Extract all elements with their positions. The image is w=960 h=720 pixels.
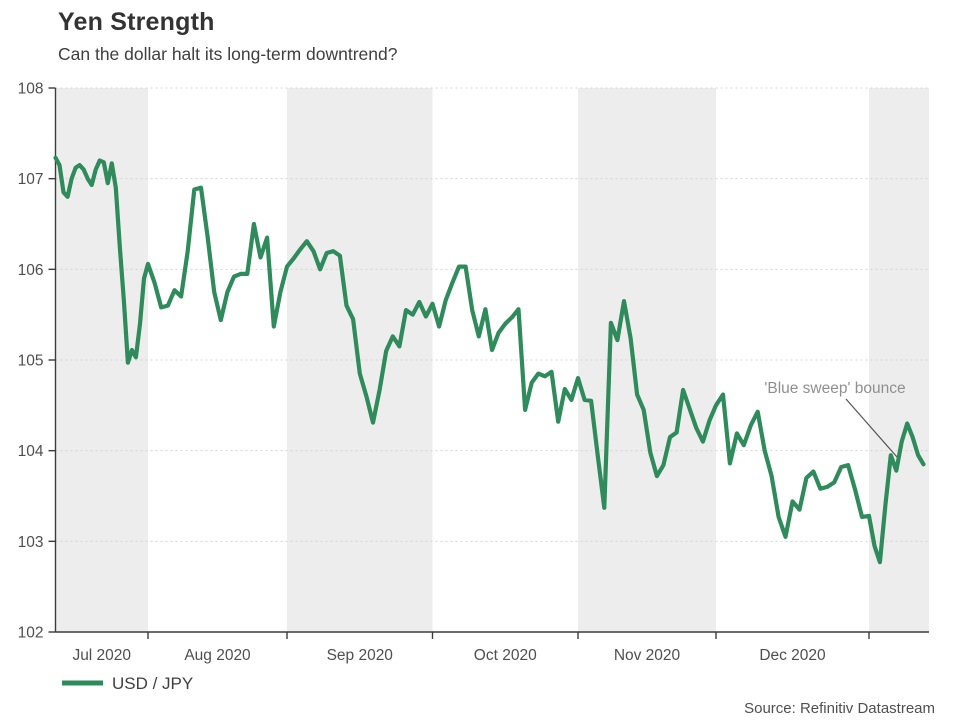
- y-axis-tick-label: 104: [18, 443, 44, 460]
- y-axis-tick-label: 107: [18, 171, 44, 188]
- annotation-text: 'Blue sweep' bounce: [764, 380, 905, 397]
- legend-label: USD / JPY: [112, 674, 193, 693]
- x-axis-month-label: Jul 2020: [72, 647, 131, 664]
- annotation-leader-line: [845, 398, 898, 458]
- x-axis-month-label: Aug 2020: [184, 647, 251, 664]
- x-axis-month-label: Dec 2020: [759, 647, 826, 664]
- usdjpy-series-line: [53, 155, 926, 565]
- x-axis-month-label: Nov 2020: [614, 647, 681, 664]
- y-axis-tick-label: 105: [18, 353, 44, 370]
- y-axis-tick-label: 106: [18, 262, 44, 279]
- x-axis-month-label: Oct 2020: [474, 647, 537, 664]
- x-axis-month-label: Sep 2020: [327, 647, 394, 664]
- month-shading-band: [869, 88, 929, 632]
- chart-subtitle: Can the dollar halt its long-term downtr…: [58, 44, 398, 64]
- y-axis-tick-label: 102: [18, 625, 44, 642]
- y-axis-tick-label: 108: [18, 81, 44, 98]
- source-text: Source: Refinitiv Datastream: [744, 700, 935, 717]
- chart-title: Yen Strength: [58, 8, 215, 36]
- y-axis-tick-label: 103: [18, 534, 44, 551]
